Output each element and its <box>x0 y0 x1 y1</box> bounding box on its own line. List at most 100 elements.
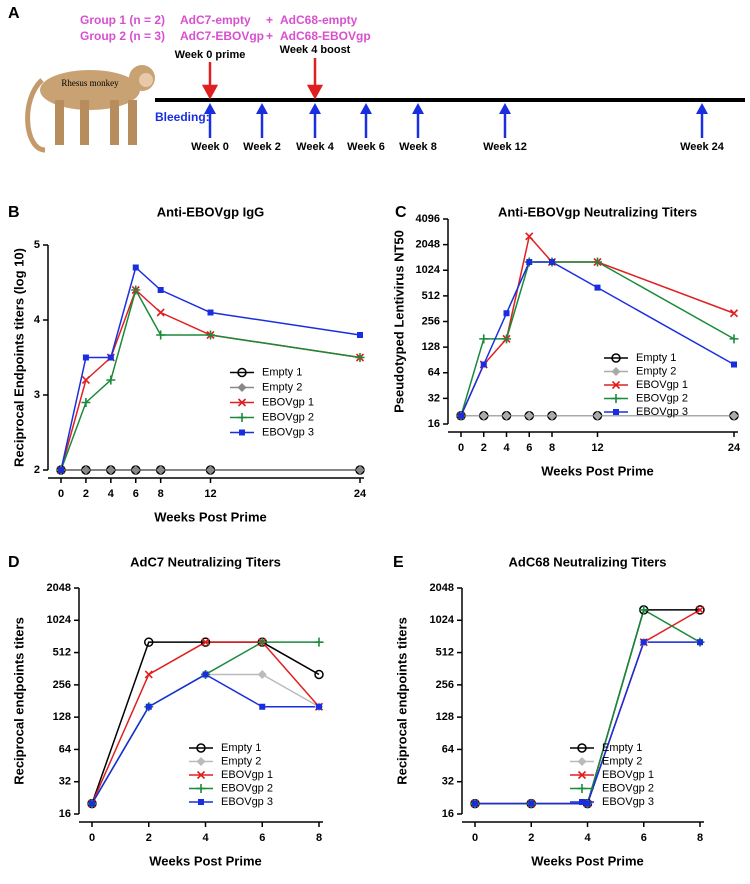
boost-label: Week 4 boost <box>280 44 351 56</box>
marker <box>697 639 703 646</box>
marker <box>355 465 365 475</box>
legend-label: EBOVgp 2 <box>636 392 688 404</box>
y-tick-label: 2 <box>34 464 40 476</box>
marker <box>107 354 114 361</box>
marker <box>526 259 533 266</box>
x-tick-label: 6 <box>259 832 265 844</box>
y-tick-label: 1024 <box>430 614 455 626</box>
marker <box>82 354 89 361</box>
marker <box>611 380 621 390</box>
marker <box>237 413 247 422</box>
x-tick-label: 12 <box>204 488 216 500</box>
marker <box>106 375 116 385</box>
marker <box>584 800 591 807</box>
x-axis-label: Weeks Post Prime <box>531 853 643 868</box>
x-tick-label: 6 <box>526 442 532 454</box>
series-line <box>60 266 361 471</box>
legend-label: EBOVgp 2 <box>221 782 273 794</box>
panel-label: A <box>8 5 20 22</box>
y-tick-label: 512 <box>422 290 440 302</box>
marker <box>316 703 322 710</box>
marker <box>593 257 602 267</box>
series-line <box>91 641 319 804</box>
y-tick-label: 2048 <box>430 582 454 594</box>
legend-label: Empty 1 <box>602 742 642 754</box>
marker <box>156 308 165 317</box>
marker <box>502 334 511 344</box>
y-tick-label: 256 <box>422 315 440 327</box>
marker <box>503 310 510 317</box>
marker <box>479 411 489 421</box>
series-line <box>91 673 320 804</box>
marker <box>206 465 215 475</box>
marker <box>81 398 91 407</box>
y-axis-label: Reciprocal endpoints titers <box>11 617 26 785</box>
legend-label: EBOVgp 1 <box>221 769 273 781</box>
chart-title: AdC7 Neutralizing Titers <box>130 554 281 569</box>
x-tick-label: 24 <box>728 442 741 454</box>
marker <box>201 638 210 647</box>
x-axis-label: Weeks Post Prime <box>541 463 653 478</box>
legend-label: Empty 1 <box>221 742 261 754</box>
arrow-head <box>360 103 372 114</box>
x-tick-label: 6 <box>641 832 647 844</box>
week-label: Week 0 <box>191 141 229 153</box>
marker <box>145 703 152 710</box>
marker <box>198 799 204 805</box>
marker <box>593 411 602 421</box>
x-tick-label: 2 <box>146 832 152 844</box>
y-tick-label: 1024 <box>416 264 441 276</box>
marker <box>314 669 324 680</box>
marker <box>502 411 511 421</box>
marker <box>156 330 166 340</box>
legend-label: Empty 2 <box>221 755 261 767</box>
marker <box>200 637 211 647</box>
x-tick-label: 8 <box>549 442 555 454</box>
arrow-head <box>204 103 216 114</box>
marker <box>729 334 739 344</box>
marker <box>613 409 619 415</box>
marker <box>524 411 534 421</box>
x-tick-label: 0 <box>472 832 478 844</box>
marker <box>257 637 267 647</box>
y-tick-label: 128 <box>436 711 454 723</box>
chart: E AdC68 Neutralizing Titers16326412825651… <box>393 554 705 868</box>
marker <box>131 465 141 475</box>
marker <box>731 361 737 368</box>
panel-label: E <box>393 554 404 571</box>
y-tick-label: 3 <box>34 389 40 401</box>
y-tick-label: 64 <box>59 743 72 755</box>
x-axis-label: Weeks Post Prime <box>154 509 266 524</box>
y-tick-label: 64 <box>442 743 455 755</box>
legend-label: EBOVgp 1 <box>262 396 314 408</box>
marker <box>196 770 206 780</box>
bleeding-label: Bleeding: <box>155 110 210 124</box>
y-tick-label: 4 <box>34 314 41 326</box>
y-axis-label: Reciprocal Endpoints titers (log 10) <box>11 248 26 467</box>
x-tick-label: 24 <box>354 488 367 500</box>
x-tick-label: 12 <box>591 442 603 454</box>
vector: AdC68-empty <box>280 13 358 27</box>
marker <box>131 285 141 295</box>
y-tick-label: 128 <box>53 711 71 723</box>
y-tick-label: 32 <box>442 776 454 788</box>
series-line <box>475 641 700 805</box>
chart: D AdC7 Neutralizing Titers163264128256512… <box>8 554 324 868</box>
legend-label: EBOVgp 2 <box>262 411 314 423</box>
series-line <box>91 641 320 804</box>
marker <box>355 353 365 362</box>
marker <box>58 467 64 473</box>
arrow-head <box>256 103 268 114</box>
marker <box>157 287 164 293</box>
x-tick-label: 6 <box>133 488 139 500</box>
marker <box>611 367 621 376</box>
marker <box>611 353 621 363</box>
marker <box>132 264 139 271</box>
vector: AdC7-empty <box>180 13 251 27</box>
marker <box>106 465 116 475</box>
y-tick-label: 32 <box>428 392 440 404</box>
x-tick-label: 0 <box>458 442 464 454</box>
legend-label: Empty 1 <box>636 352 676 364</box>
panel-label: B <box>8 204 20 221</box>
